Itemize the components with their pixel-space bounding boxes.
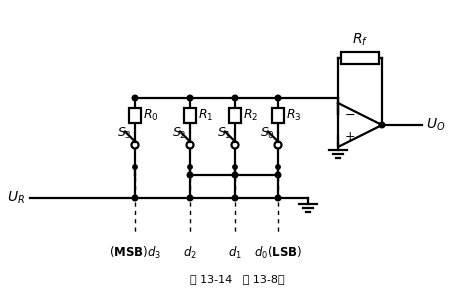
Text: $d_0(\mathbf{LSB})$: $d_0(\mathbf{LSB})$ — [254, 245, 302, 261]
Bar — [341, 52, 379, 64]
Bar — [272, 108, 284, 123]
Text: $R_3$: $R_3$ — [286, 108, 301, 123]
Text: 图 13-14   題 13-8图: 图 13-14 題 13-8图 — [190, 274, 284, 284]
Text: $U_O$: $U_O$ — [426, 117, 446, 133]
Circle shape — [232, 195, 238, 201]
Circle shape — [275, 172, 281, 178]
Text: $R_2$: $R_2$ — [243, 108, 258, 123]
Text: $d_2$: $d_2$ — [183, 245, 197, 261]
Circle shape — [132, 195, 138, 201]
Text: $U_R$: $U_R$ — [7, 190, 25, 206]
Text: $(\mathbf{MSB})d_3$: $(\mathbf{MSB})d_3$ — [109, 245, 161, 261]
Bar — [129, 108, 141, 123]
Bar — [184, 108, 196, 123]
Circle shape — [132, 95, 138, 101]
Text: $-$: $-$ — [344, 108, 355, 120]
Text: $R_f$: $R_f$ — [352, 32, 368, 48]
Circle shape — [187, 95, 193, 101]
Circle shape — [133, 165, 137, 169]
Circle shape — [379, 122, 385, 128]
Circle shape — [232, 95, 238, 101]
Text: $d_1$: $d_1$ — [228, 245, 242, 261]
Text: $S_0$: $S_0$ — [260, 125, 275, 141]
Text: $R_1$: $R_1$ — [198, 108, 213, 123]
Text: $S_1$: $S_1$ — [218, 125, 232, 141]
Circle shape — [187, 172, 193, 178]
Circle shape — [275, 95, 281, 101]
Circle shape — [187, 195, 193, 201]
Circle shape — [275, 195, 281, 201]
Text: $+$: $+$ — [344, 130, 355, 142]
Circle shape — [188, 165, 192, 169]
Text: $R_0$: $R_0$ — [143, 108, 159, 123]
Circle shape — [276, 165, 280, 169]
Circle shape — [233, 165, 237, 169]
Text: $S_2$: $S_2$ — [173, 125, 187, 141]
Bar — [229, 108, 241, 123]
Circle shape — [232, 172, 238, 178]
Text: $S_3$: $S_3$ — [117, 125, 132, 141]
